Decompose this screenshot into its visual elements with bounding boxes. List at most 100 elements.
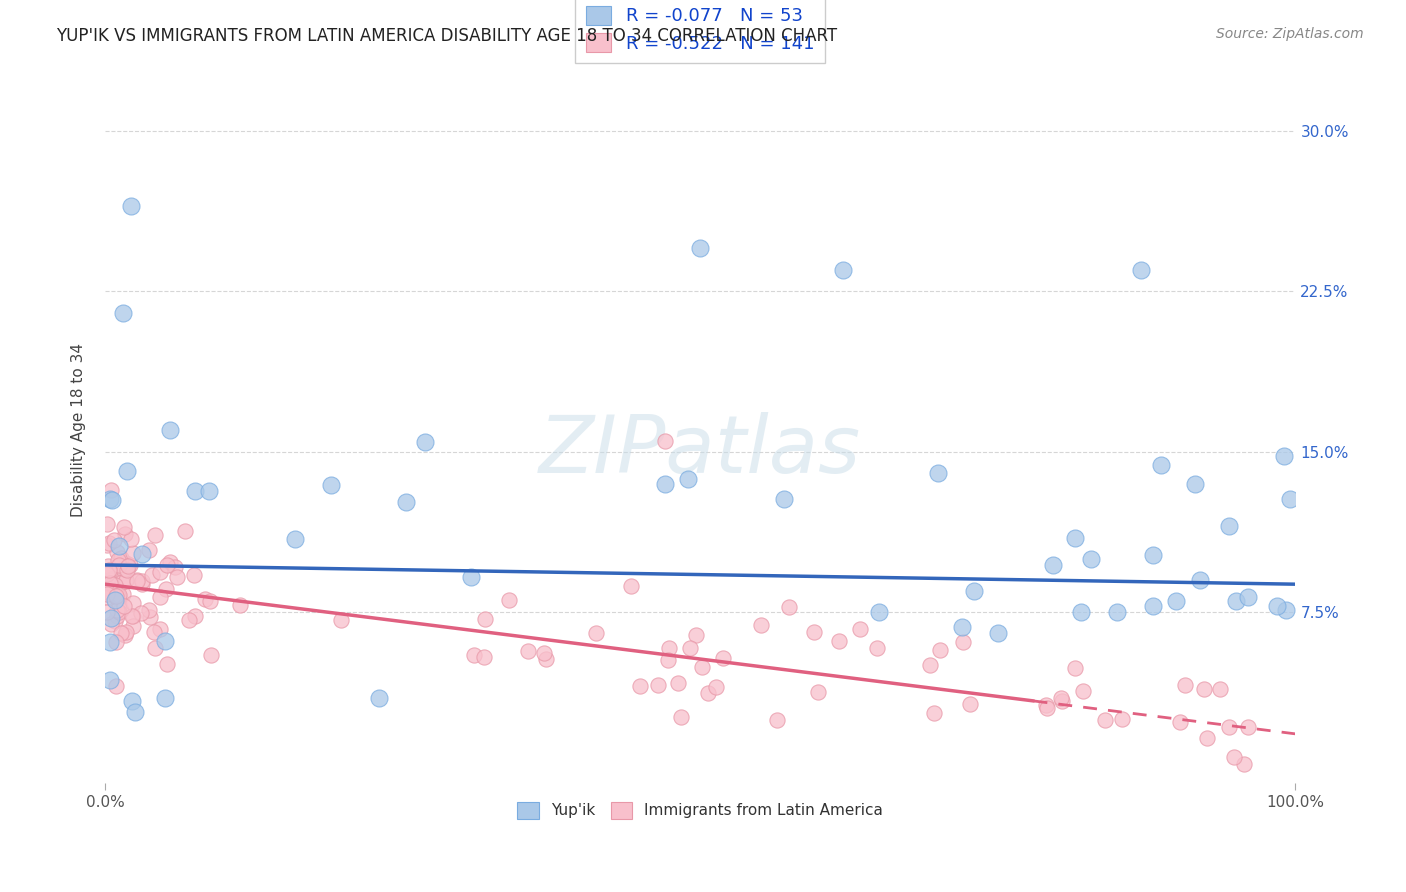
Point (1189, 573, 1212, 587)
Point (952, 635, 974, 649)
Point (98, 673, 121, 688)
Point (778, 600, 800, 615)
Point (460, 570, 482, 584)
Point (1063, 531, 1085, 545)
Point (104, 578, 127, 592)
Point (1142, 599, 1164, 613)
Point (159, 555, 181, 569)
Point (1275, 603, 1298, 617)
Point (138, 603, 160, 617)
Point (115, 563, 138, 577)
Point (803, 624, 825, 639)
Point (120, 558, 142, 573)
Point (1168, 714, 1191, 729)
Point (100, 572, 122, 586)
Point (120, 532, 142, 546)
Point (517, 644, 540, 658)
Point (121, 694, 143, 708)
Point (96, 566, 118, 581)
Point (115, 625, 138, 640)
Point (115, 573, 138, 587)
Point (319, 478, 342, 492)
Point (108, 605, 131, 619)
Point (1149, 458, 1171, 472)
Point (174, 524, 197, 538)
Point (766, 713, 789, 727)
Point (104, 614, 127, 628)
Point (963, 583, 986, 598)
Point (149, 566, 172, 580)
Point (104, 589, 127, 603)
Point (107, 553, 129, 567)
Point (1184, 476, 1206, 491)
Point (868, 605, 890, 619)
Point (149, 622, 172, 636)
Y-axis label: Disability Age 18 to 34: Disability Age 18 to 34 (72, 343, 86, 517)
Point (131, 606, 153, 620)
Point (104, 635, 127, 649)
Point (131, 576, 153, 591)
Point (124, 706, 146, 720)
Point (657, 653, 679, 667)
Point (1166, 594, 1188, 608)
Point (950, 620, 973, 634)
Point (1195, 731, 1218, 745)
Point (1194, 681, 1216, 696)
Point (159, 423, 181, 437)
Point (474, 612, 496, 626)
Point (114, 527, 136, 541)
Point (139, 609, 162, 624)
Point (959, 697, 981, 711)
Point (832, 263, 855, 277)
Point (100, 483, 122, 497)
Point (395, 495, 418, 509)
Point (927, 466, 949, 480)
Point (115, 556, 138, 570)
Point (100, 617, 122, 632)
Point (679, 641, 702, 656)
Point (585, 626, 607, 640)
Point (678, 472, 700, 486)
Point (100, 611, 122, 625)
Point (1064, 661, 1087, 675)
Text: ZIPatlas: ZIPatlas (538, 412, 862, 491)
Point (828, 634, 851, 648)
Point (1129, 263, 1152, 277)
Point (112, 587, 135, 601)
Point (114, 519, 136, 533)
Point (138, 543, 160, 558)
Point (98, 576, 121, 591)
Point (114, 574, 136, 588)
Point (98, 491, 121, 506)
Point (987, 626, 1010, 640)
Point (198, 483, 221, 498)
Point (184, 608, 207, 623)
Legend: Yup'ik, Immigrants from Latin America: Yup'ik, Immigrants from Latin America (512, 796, 889, 825)
Point (704, 681, 727, 695)
Point (367, 690, 389, 705)
Point (1173, 678, 1195, 692)
Point (104, 593, 127, 607)
Point (107, 590, 129, 604)
Point (125, 574, 148, 588)
Point (141, 567, 163, 582)
Point (105, 590, 128, 604)
Point (647, 678, 669, 692)
Point (155, 582, 177, 596)
Point (153, 634, 176, 648)
Point (463, 648, 485, 663)
Point (329, 613, 352, 627)
Point (96, 581, 118, 595)
Point (110, 551, 132, 566)
Point (108, 558, 131, 573)
Point (1209, 681, 1232, 696)
Point (183, 567, 205, 582)
Point (229, 599, 252, 613)
Point (96, 538, 118, 552)
Point (1233, 757, 1256, 772)
Point (1223, 750, 1246, 764)
Point (103, 533, 125, 548)
Point (110, 625, 132, 640)
Point (685, 628, 707, 642)
Point (751, 618, 773, 632)
